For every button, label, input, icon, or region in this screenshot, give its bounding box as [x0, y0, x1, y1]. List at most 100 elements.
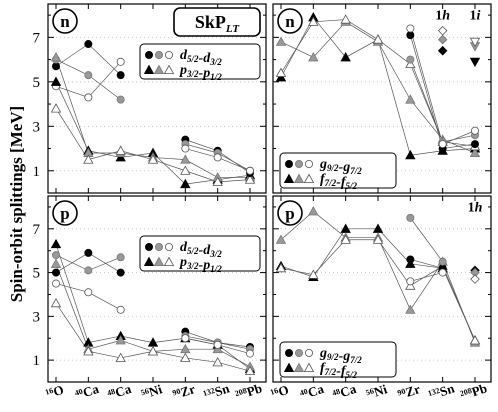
legend-label-part: g	[319, 157, 327, 172]
force-label-box	[173, 7, 261, 37]
x-tick-label: 48Ca	[331, 381, 359, 403]
data-point-triangle	[340, 234, 351, 244]
data-point-circle	[245, 166, 254, 175]
legend-label-part: p	[179, 255, 187, 270]
data-point-triangle	[50, 258, 62, 268]
series-circle-filled	[406, 31, 479, 153]
series-line	[410, 217, 443, 262]
legend-label-part: -	[199, 258, 204, 273]
annotation-letter: i	[477, 9, 481, 24]
data-point-circle	[52, 251, 61, 260]
data-point-circle	[406, 55, 415, 64]
legend-label-part: p	[179, 63, 187, 78]
legend-label: g9/2-g7/2	[319, 346, 362, 365]
series-circle-filled	[52, 248, 125, 277]
annotation-number: 1	[470, 9, 477, 24]
legend-label-part: 1/2	[210, 72, 222, 82]
legend: d5/2-d3/2p3/2-p1/2	[139, 43, 261, 82]
data-point-circle	[116, 95, 125, 104]
legend: g9/2-g7/2f7/2-f5/2	[279, 152, 397, 191]
data-point-triangle	[340, 52, 351, 62]
legend-label: g9/2-g7/2	[319, 157, 362, 176]
x-tick-symbol: Pb	[245, 380, 264, 399]
data-point-circle	[470, 126, 479, 135]
force-label-text: SkPLT	[195, 12, 241, 35]
data-point-diamond	[437, 34, 448, 45]
series-triangle-open	[50, 297, 256, 376]
y-tick-label: 7	[33, 30, 41, 46]
series-triangle-down-filled	[469, 57, 481, 68]
x-tick-mass: 208	[459, 386, 473, 398]
y-tick-label: 3	[33, 119, 41, 135]
data-point-triangle	[293, 362, 305, 373]
data-point-circle	[213, 153, 222, 162]
y-tick-label: 5	[33, 266, 41, 282]
x-tick-label: 56Ni	[139, 381, 164, 402]
data-point-circle	[406, 255, 415, 264]
x-tick-mass: 40	[74, 387, 84, 398]
x-tick-symbol: Ca	[81, 381, 101, 400]
annotation-number: 1	[435, 9, 442, 24]
panel-label-circle	[52, 8, 78, 34]
series-line	[410, 259, 443, 269]
data-point-circle	[294, 159, 303, 168]
data-point-triangle	[153, 256, 165, 267]
x-tick-label: 40Ca	[298, 381, 326, 403]
data-point-triangle	[212, 176, 223, 186]
data-point-circle	[438, 140, 447, 149]
data-point-triangle	[115, 145, 126, 155]
data-point-triangle	[372, 234, 384, 244]
data-point-triangle	[50, 103, 62, 113]
data-point-circle	[52, 279, 61, 288]
data-point-circle	[181, 144, 190, 153]
y-axis-title: Spin-orbit splittings [MeV]	[7, 106, 26, 302]
x-tick-symbol: Ca	[113, 381, 133, 400]
x-tick-label: 40Ca	[73, 381, 101, 403]
data-point-circle	[84, 71, 93, 80]
data-point-triangle	[180, 178, 191, 189]
data-point-triangle	[283, 173, 295, 184]
panel-top-right: ng9/2-g7/2f7/2-f5/21h 1i	[272, 3, 492, 194]
data-point-triangle	[244, 365, 256, 376]
panel-label-circle	[277, 8, 303, 34]
data-point-triangle	[50, 76, 62, 86]
data-point-circle	[154, 242, 163, 251]
x-tick-label: 132Sn	[426, 380, 457, 403]
series-line	[410, 272, 443, 282]
data-point-triangle-down	[469, 37, 481, 48]
series-circle-filled	[52, 40, 125, 80]
data-point-triangle	[180, 154, 191, 164]
data-point-triangle	[303, 173, 315, 184]
data-point-circle	[144, 51, 153, 60]
data-point-triangle	[308, 269, 319, 279]
legend-label-part: 5/2	[346, 181, 358, 191]
x-tick-mass: 40	[299, 387, 309, 398]
legend-label-part: -	[339, 160, 344, 175]
x-tick-symbol: Ca	[338, 381, 358, 400]
legend-label-part: d	[203, 243, 211, 258]
data-point-circle	[438, 268, 447, 277]
legend-label-part: 7/2	[350, 355, 362, 365]
legend-label: p3/2-p1/2	[179, 63, 222, 82]
annotation-letter: h	[475, 200, 483, 215]
annotation-letter: h	[442, 9, 450, 24]
data-point-diamond	[437, 25, 448, 36]
x-tick-mass: 48	[331, 387, 341, 398]
series-circle-open	[406, 24, 479, 149]
data-point-triangle	[143, 64, 155, 74]
data-point-triangle	[275, 67, 287, 77]
x-tick-symbol: Sn	[213, 380, 232, 399]
legend-label-part: -	[339, 349, 344, 364]
legend-label-part: p	[202, 258, 210, 273]
data-point-circle	[116, 253, 125, 262]
legend-label: p3/2-p1/2	[179, 255, 222, 274]
legend-label-part: f	[341, 364, 347, 379]
panel-label: p	[60, 204, 69, 223]
legend-label-part: 9/2	[327, 163, 339, 173]
data-point-circle	[144, 242, 153, 251]
x-tick-symbol: Pb	[470, 380, 489, 399]
x-tick-symbol: O	[276, 382, 290, 399]
x-tick-mass: 56	[365, 386, 375, 397]
